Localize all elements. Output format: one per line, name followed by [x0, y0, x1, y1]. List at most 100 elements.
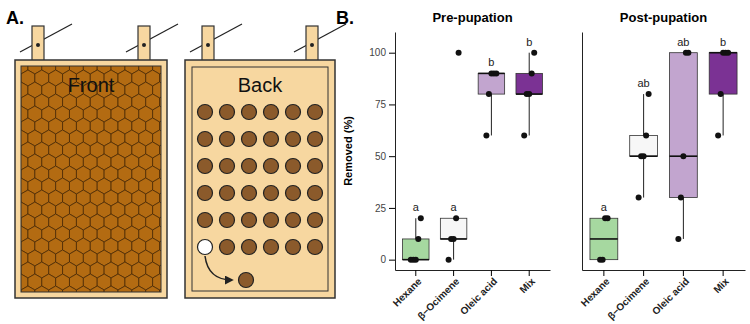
box [630, 135, 658, 156]
y-tick-mark [389, 156, 395, 157]
brood-cell [220, 105, 235, 120]
whisker-low [529, 94, 530, 135]
x-tick-label: Hexane [579, 275, 612, 308]
wire [20, 24, 72, 52]
box [478, 73, 504, 94]
point [526, 91, 532, 97]
y-tick-mark [389, 53, 395, 54]
point [529, 70, 535, 76]
panel-a: A.FrontBack [0, 8, 346, 314]
brood-cell [242, 213, 257, 228]
point [483, 132, 489, 138]
removed-brood [239, 273, 254, 288]
point [446, 257, 452, 263]
frame-label: Back [238, 74, 283, 96]
panel-b: B.Pre-pupationRemoved (%)0255075100Hexan… [336, 8, 746, 322]
y-axis-line [395, 33, 396, 271]
brood-cell [308, 132, 323, 147]
brood-cell [264, 240, 279, 255]
x-tick: Oleic acid [458, 270, 499, 317]
y-tick: 75 [375, 99, 395, 110]
y-axis-line [582, 33, 583, 271]
brood-cell [308, 186, 323, 201]
y-tick: 50 [375, 151, 395, 162]
point [641, 153, 647, 159]
x-tick-label: Mix [711, 275, 731, 295]
significance-letter: a [413, 201, 420, 213]
comb-cell [90, 286, 104, 292]
x-tick: Hexane [391, 270, 424, 309]
x-tick: β−Ocimene [415, 270, 461, 322]
point [605, 215, 611, 221]
x-tick-mark [453, 270, 454, 276]
whisker-low [643, 156, 644, 197]
brood-cell [220, 240, 235, 255]
frame-inner [192, 67, 328, 291]
brood-cell [286, 105, 301, 120]
comb-cell [132, 286, 146, 292]
point [725, 50, 731, 56]
point [453, 215, 459, 221]
wire [190, 24, 242, 52]
brood-cell [198, 159, 213, 174]
x-axis-line [396, 270, 551, 271]
significance-letter: a [601, 201, 608, 213]
box-chart: Pre-pupationRemoved (%)0255075100Hexaneβ… [342, 10, 551, 322]
comb-cell [49, 286, 63, 292]
x-tick: Hexane [579, 270, 612, 309]
y-tick-label: 0 [380, 254, 386, 265]
box [403, 239, 429, 260]
removed-cell [198, 240, 213, 255]
brood-cell [220, 186, 235, 201]
y-tick-label: 75 [375, 99, 387, 110]
point [413, 257, 419, 263]
comb-cell [118, 286, 132, 292]
point [531, 50, 537, 56]
point [636, 195, 642, 201]
point [715, 132, 721, 138]
y-tick: 25 [375, 203, 395, 214]
chart-title: Pre-pupation [432, 10, 512, 25]
box [440, 218, 466, 239]
significance-letter: a [451, 201, 458, 213]
x-axis: Hexaneβ−OcimeneOleic acidMix [579, 270, 746, 322]
frame [15, 60, 167, 298]
brood-cell [264, 132, 279, 147]
point [600, 257, 606, 263]
x-tick-label: β−Ocimene [415, 275, 461, 321]
box [590, 218, 618, 259]
marks [590, 50, 737, 263]
frame-post [202, 26, 214, 62]
point [456, 50, 462, 56]
brood-cell [198, 213, 213, 228]
whisker-low [723, 94, 724, 135]
frame-inner [21, 66, 161, 292]
brood-cell [286, 159, 301, 174]
panel-label: B. [336, 8, 354, 28]
brood-cell [264, 186, 279, 201]
back-frame: Back [185, 24, 346, 298]
y-tick: 0 [380, 254, 395, 265]
box-chart: Post-pupationHexaneβ−OcimeneOleic acidMi… [579, 10, 746, 322]
whisker-high [529, 53, 530, 74]
point [646, 91, 652, 97]
x-tick-mark [643, 270, 644, 276]
x-tick-label: Mix [517, 275, 537, 295]
wire-pin [206, 43, 210, 47]
x-tick: Mix [711, 270, 731, 295]
comb [21, 66, 161, 292]
point [418, 215, 424, 221]
wire [126, 24, 178, 52]
x-tick-mark [529, 270, 530, 276]
wire-pin [310, 43, 314, 47]
point [493, 70, 499, 76]
x-tick: Oleic acid [650, 270, 691, 317]
y-axis [582, 33, 583, 271]
y-tick-label: 25 [375, 203, 387, 214]
comb-cell [104, 286, 118, 292]
brood-cell [242, 240, 257, 255]
comb-cell [35, 286, 49, 292]
marks [403, 50, 543, 263]
point [680, 153, 686, 159]
wire-pin [142, 43, 146, 47]
